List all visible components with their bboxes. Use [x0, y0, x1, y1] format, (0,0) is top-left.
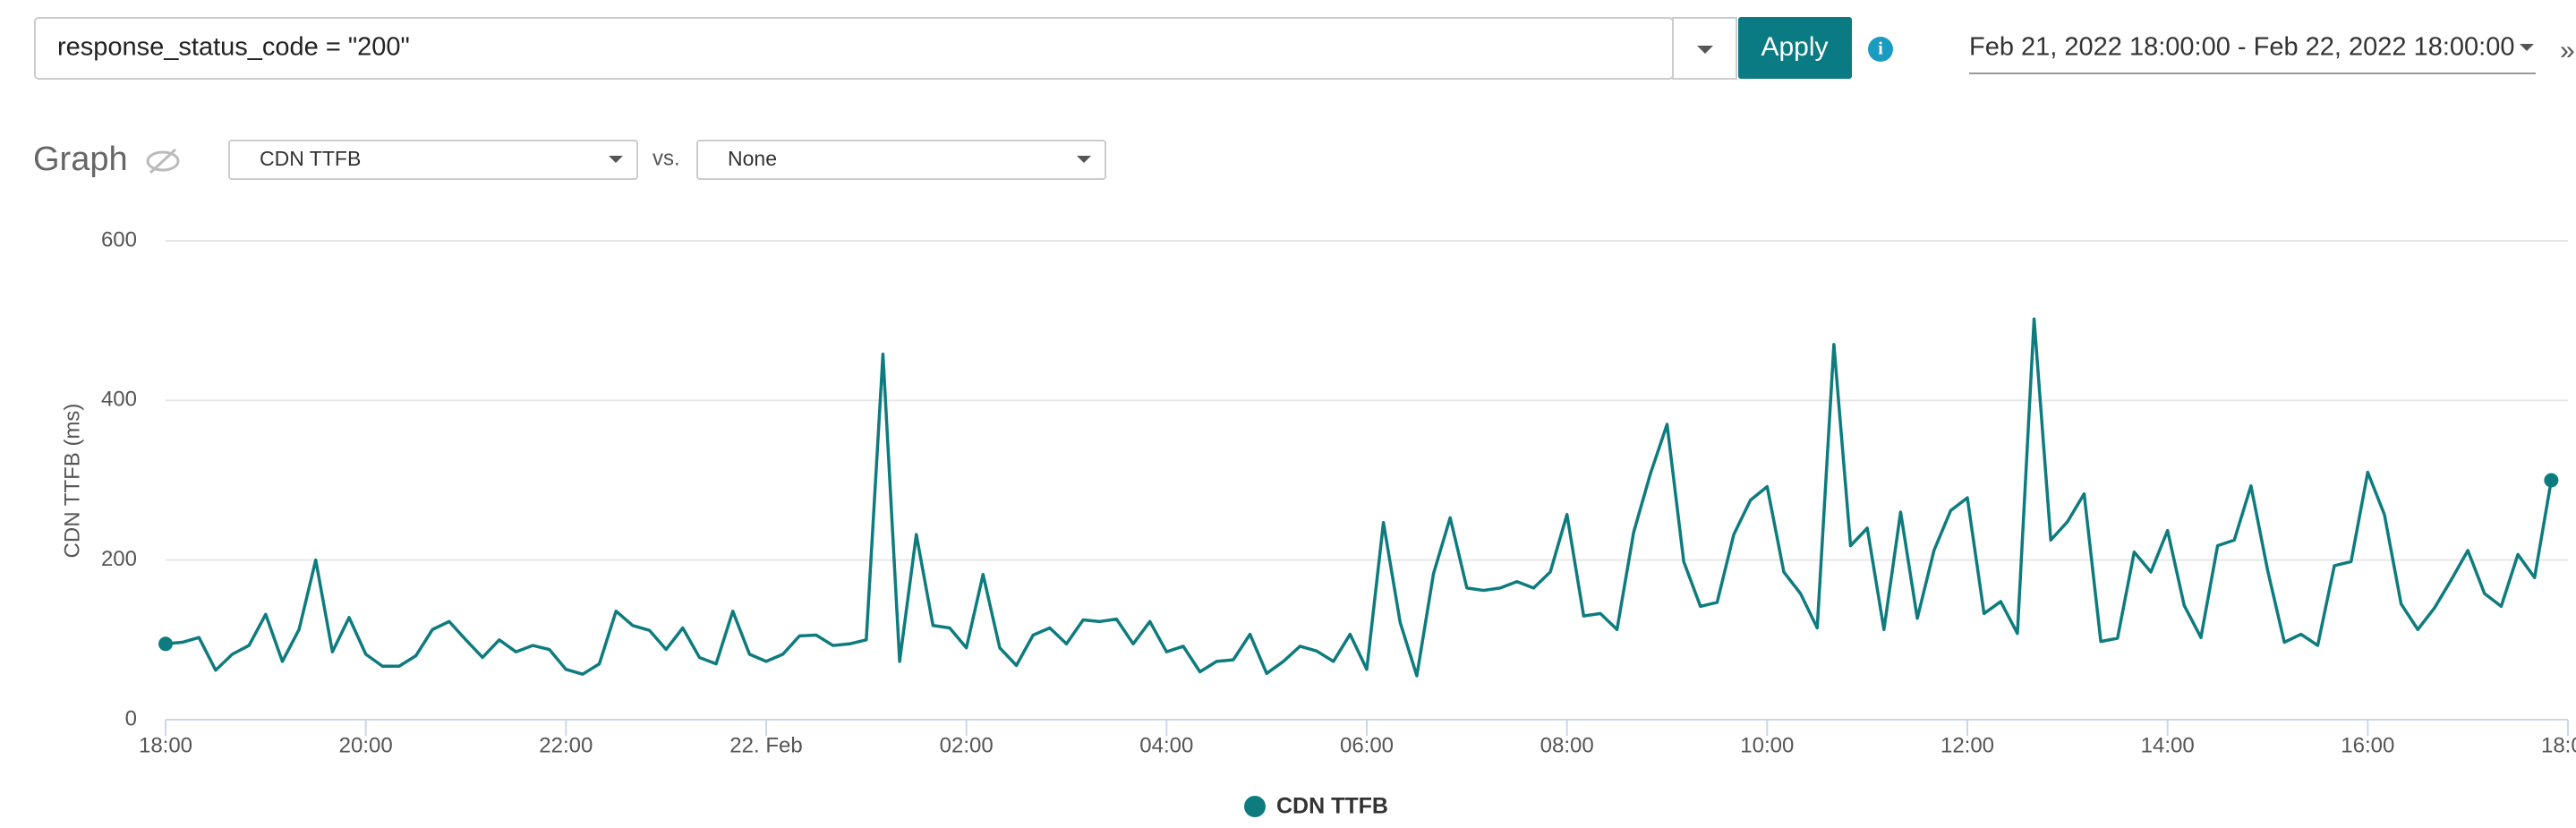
x-tick-label: 16:00: [2341, 733, 2394, 757]
x-tick-label: 20:00: [339, 733, 393, 757]
filter-text: response_status_code = "200": [57, 33, 410, 62]
vs-label: vs.: [653, 146, 680, 170]
x-tick-label: 10:00: [1740, 733, 1794, 757]
info-icon[interactable]: [1868, 37, 1893, 62]
x-tick-label: 08:00: [1540, 733, 1594, 757]
expand[interactable]: »: [2560, 36, 2575, 65]
apply-button[interactable]: [1738, 17, 1852, 79]
y-tick-label: 200: [101, 547, 137, 571]
x-tick-label: 12:00: [1941, 733, 1994, 757]
legend-marker: [1244, 796, 1266, 817]
caret: [1697, 46, 1713, 54]
metric-select-text: CDN TTFB: [260, 147, 361, 170]
series-line: [165, 317, 2554, 678]
x-tick-label: 18:00: [139, 733, 192, 757]
y-tick-label: 0: [125, 706, 137, 730]
caret: [2520, 44, 2534, 51]
x-tick-label: 22:00: [539, 733, 593, 757]
x-tick-label: 06:00: [1340, 733, 1394, 757]
y-tick-label: 400: [101, 388, 137, 412]
y-axis-title: CDN TTFB (ms): [60, 404, 84, 559]
metric-select[interactable]: [228, 140, 638, 180]
x-tick-label: 14:00: [2141, 733, 2195, 757]
x-tick-label: 02:00: [940, 733, 994, 757]
compare-select-text: None: [728, 147, 777, 170]
compare-select[interactable]: [696, 140, 1106, 180]
x-tick-label: 18:00: [2541, 733, 2576, 757]
apply-label: Apply: [1761, 32, 1828, 62]
caret: [1077, 156, 1091, 163]
section-title: Graph: [33, 141, 128, 178]
caret: [609, 156, 623, 163]
info-glyph: i: [1878, 39, 1883, 59]
endpoint-marker: [2544, 473, 2559, 488]
endpoint-marker: [158, 636, 173, 652]
x-tick-label: 22. Feb: [729, 733, 802, 757]
legend-label: CDN TTFB: [1276, 794, 1388, 819]
hide-icon[interactable]: [146, 148, 180, 175]
x-tick-label: 04:00: [1139, 733, 1193, 757]
y-tick-label: 600: [101, 227, 137, 252]
date-range[interactable]: Feb 21, 2022 18:00:00 - Feb 22, 2022 18:…: [1969, 33, 2514, 62]
